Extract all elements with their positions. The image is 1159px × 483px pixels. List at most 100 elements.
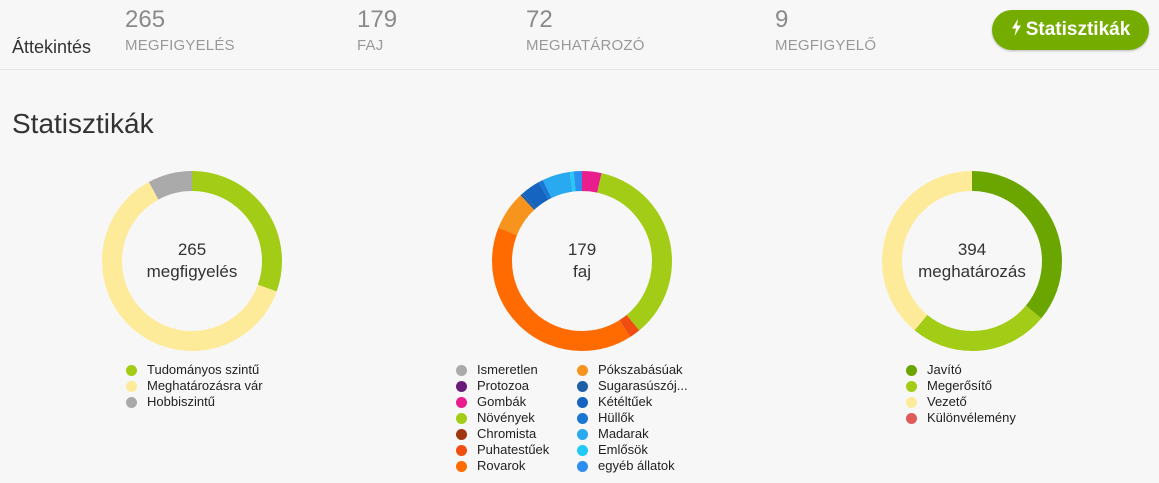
legend-label: Hobbiszintű	[147, 394, 215, 409]
legend-item[interactable]: Gombák	[456, 394, 549, 410]
donut-segment-rovarok[interactable]	[492, 171, 672, 351]
legend-label: Tudományos szintű	[147, 362, 260, 377]
stat-species[interactable]: 179 FAJ	[357, 6, 397, 56]
donut-segment-vezet-[interactable]	[882, 171, 1062, 351]
stat-value: 9	[775, 6, 789, 33]
legend-item[interactable]: Puhatestűek	[456, 442, 549, 458]
donut-center: 179 faj	[491, 170, 673, 352]
stat-value: 179	[357, 6, 398, 33]
legend-label: Ismeretlen	[477, 362, 538, 377]
identifications-donut-chart: 394 meghatározás	[881, 170, 1063, 352]
legend-item[interactable]: Ismeretlen	[456, 362, 549, 378]
stat-identifiers[interactable]: 72 MEGHATÁROZÓ	[526, 6, 645, 56]
overview-label: Áttekintés	[12, 37, 92, 57]
legend-label: egyéb állatok	[598, 458, 675, 473]
legend-label: Vezető	[927, 394, 967, 409]
observations-donut-chart: 265 megfigyelés	[101, 170, 283, 352]
legend-swatch	[456, 428, 467, 440]
donut-segment-n-v-nyek[interactable]	[492, 171, 672, 351]
legend-swatch	[456, 364, 467, 376]
legend-item[interactable]: Kétéltűek	[577, 394, 688, 410]
legend-label: Javító	[927, 362, 962, 377]
donut-center: 265 megfigyelés	[101, 170, 283, 352]
donut-svg	[492, 171, 672, 351]
statistics-button[interactable]: Statisztikák	[992, 10, 1149, 50]
legend-item[interactable]: Sugarasúszój...	[577, 378, 688, 394]
stat-label: MEGFIGYELŐ	[775, 37, 877, 54]
legend-item[interactable]: Növények	[456, 410, 549, 426]
legend-item[interactable]: Meghatározásra vár	[126, 378, 263, 394]
legend-swatch	[456, 444, 467, 456]
species-legend-right: Pókszabásúak Sugarasúszój... Kétéltűek Hüll…	[577, 362, 688, 474]
donut-segment-meger-s-t-[interactable]	[882, 171, 1062, 351]
donut-svg	[102, 171, 282, 351]
legend-label: Protozoa	[477, 378, 530, 393]
legend-item[interactable]: Rovarok	[456, 458, 549, 474]
legend-label: Rovarok	[477, 458, 526, 473]
donut-segment-egy-b-llatok[interactable]	[492, 171, 672, 351]
donut-center: 394 meghatározás	[881, 170, 1063, 352]
legend-label: Pókszabásúak	[598, 362, 683, 377]
stat-label: MEGFIGYELÉS	[125, 37, 235, 54]
legend-item[interactable]: Madarak	[577, 426, 688, 442]
donut-center-value: 179	[567, 240, 597, 259]
legend-item[interactable]: Pókszabásúak	[577, 362, 688, 378]
legend-swatch	[906, 412, 917, 424]
legend-item[interactable]: Javító	[906, 362, 1016, 378]
legend-label: Meghatározásra vár	[147, 378, 263, 393]
identifications-legend: Javító Megerősítő Vezető Különvélemény	[906, 362, 1016, 426]
legend-item[interactable]: Különvélemény	[906, 410, 1016, 426]
legend-label: Kétéltűek	[598, 394, 653, 409]
legend-swatch	[126, 396, 137, 408]
legend-item[interactable]: Vezető	[906, 394, 1016, 410]
legend-item[interactable]: Hüllők	[577, 410, 688, 426]
legend-swatch	[126, 380, 137, 392]
donut-segment-meghat-roz-sra-v-r[interactable]	[102, 171, 282, 351]
legend-label: Megerősítő	[927, 378, 993, 393]
stat-value: 265	[125, 6, 166, 33]
legend-item[interactable]: Tudományos szintű	[126, 362, 263, 378]
legend-label: Hüllők	[598, 410, 635, 425]
legend-swatch	[456, 396, 467, 408]
legend-item[interactable]: Protozoa	[456, 378, 549, 394]
donut-center-label: meghatározás	[918, 262, 1026, 281]
legend-item[interactable]: egyéb állatok	[577, 458, 688, 474]
legend-swatch	[577, 364, 588, 376]
donut-center-label: faj	[573, 262, 591, 281]
legend-label: Puhatestűek	[477, 442, 550, 457]
legend-label: Gombák	[477, 394, 527, 409]
legend-swatch	[577, 428, 588, 440]
legend-swatch	[906, 380, 917, 392]
donut-segment-hobbiszint-[interactable]	[102, 171, 282, 351]
overview-bar: Áttekintés 265 MEGFIGYELÉS 179 FAJ 72 ME…	[0, 0, 1159, 70]
legend-swatch	[126, 364, 137, 376]
legend-item[interactable]: Hobbiszintű	[126, 394, 263, 410]
legend-swatch	[577, 460, 588, 472]
statistics-button-label: Statisztikák	[1025, 19, 1131, 40]
donut-center-value: 265	[177, 240, 207, 259]
observations-legend: Tudományos szintű Meghatározásra vár Hobbi…	[126, 362, 263, 410]
bolt-icon	[1011, 19, 1022, 41]
species-legend-left: Ismeretlen Protozoa Gombák Növények Chromist…	[456, 362, 549, 474]
legend-label: Madarak	[598, 426, 649, 441]
donut-center-value: 394	[957, 240, 987, 259]
legend-swatch	[456, 380, 467, 392]
legend-swatch	[577, 380, 588, 392]
legend-item[interactable]: Chromista	[456, 426, 549, 442]
stat-label: FAJ	[357, 37, 384, 54]
stat-observations[interactable]: 265 MEGFIGYELÉS	[125, 6, 235, 56]
stat-observers[interactable]: 9 MEGFIGYELŐ	[775, 6, 876, 56]
legend-label: Chromista	[477, 426, 537, 441]
legend-swatch	[577, 396, 588, 408]
legend-label: Sugarasúszój...	[598, 378, 688, 393]
legend-swatch	[906, 364, 917, 376]
legend-label: Emlősök	[598, 442, 648, 457]
legend-item[interactable]: Emlősök	[577, 442, 688, 458]
donut-center-label: megfigyelés	[146, 262, 238, 281]
legend-item[interactable]: Megerősítő	[906, 378, 1016, 394]
stat-value: 72	[526, 6, 553, 33]
stat-label: MEGHATÁROZÓ	[526, 37, 645, 54]
section-title: Statisztikák	[12, 108, 154, 139]
legend-swatch	[577, 444, 588, 456]
legend-swatch	[456, 412, 467, 424]
